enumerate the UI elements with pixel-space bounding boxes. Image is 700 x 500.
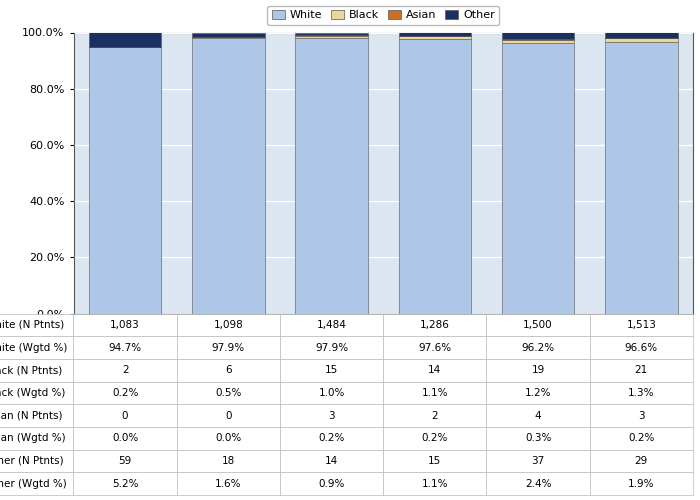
Bar: [89, 32, 161, 47]
Bar: [502, 39, 574, 40]
Bar: [502, 32, 574, 39]
Bar: [89, 47, 161, 48]
Bar: [502, 43, 574, 314]
Bar: [193, 32, 265, 37]
Bar: [295, 36, 368, 38]
Bar: [399, 32, 471, 35]
Bar: [89, 48, 161, 314]
Legend: White, Black, Asian, Other: White, Black, Asian, Other: [267, 6, 499, 25]
Bar: [399, 36, 471, 39]
Bar: [295, 38, 368, 314]
Bar: [193, 37, 265, 38]
Bar: [502, 40, 574, 43]
Bar: [399, 39, 471, 314]
Bar: [606, 32, 678, 38]
Bar: [606, 42, 678, 314]
Bar: [295, 32, 368, 35]
Bar: [193, 38, 265, 314]
Bar: [606, 38, 678, 42]
